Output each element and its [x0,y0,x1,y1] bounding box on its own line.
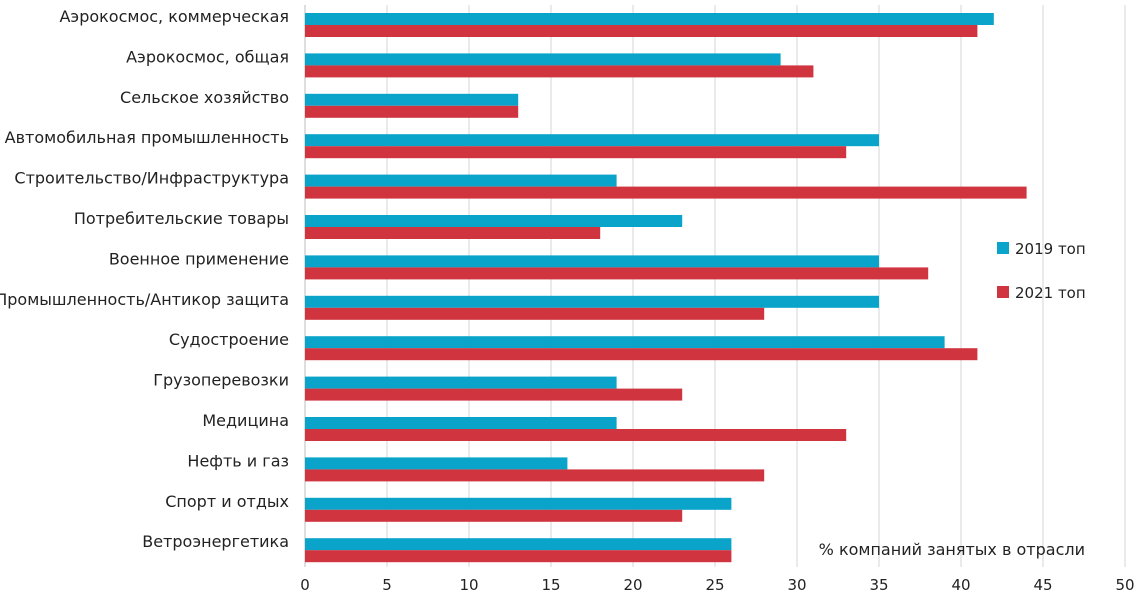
bar-2019 [305,93,519,106]
x-tick-label: 0 [300,576,310,594]
category-label: Нефть и газ [187,451,289,470]
bar-2019 [305,457,568,470]
x-tick-label: 30 [787,576,806,594]
category-label: Промышленность/Антикор защита [0,290,289,309]
x-tick-label: 40 [951,576,970,594]
category-label: Аэрокосмос, общая [126,47,289,66]
x-tick-label: 15 [541,576,560,594]
bar-2021 [305,429,847,441]
bar-2021 [305,227,601,239]
category-label: Автомобильная промышленность [5,128,289,147]
legend-label-2021: 2021 топ [1015,284,1086,302]
bar-2019 [305,134,879,147]
legend-swatch-2021 [997,286,1009,298]
bar-2019 [305,255,879,268]
bar-2021 [305,469,765,482]
legend: 2019 топ 2021 топ [997,240,1086,302]
category-label: Медицина [202,411,289,430]
category-label: Грузоперевозки [153,371,289,390]
bar-2019 [305,174,617,187]
bars [305,13,1027,563]
category-label: Ветроэнергетика [142,532,289,551]
bar-2021 [305,186,1027,199]
x-tick-label: 5 [382,576,392,594]
x-tick-label: 50 [1115,576,1134,594]
bar-2019 [305,376,617,389]
bar-2021 [305,65,814,78]
bar-2021 [305,348,978,361]
x-tick-label: 35 [869,576,888,594]
x-tick-label: 25 [705,576,724,594]
legend-swatch-2019 [997,242,1009,254]
bar-2019 [305,13,994,25]
bar-2021 [305,550,732,563]
bar-2021 [305,146,847,159]
bar-2019 [305,53,781,66]
bar-2019 [305,295,879,308]
category-label: Военное применение [109,249,289,268]
category-label: Потребительские товары [74,209,289,228]
category-label: Строительство/Инфраструктура [14,169,289,188]
bar-2019 [305,538,732,551]
category-label: Спорт и отдых [165,492,289,511]
bar-2019 [305,336,945,349]
x-axis-title: % компаний занятых в отрасли [819,540,1085,559]
x-tick-label: 45 [1033,576,1052,594]
x-tick-labels: 0 5 10 15 20 25 30 35 40 45 50 [300,576,1134,594]
category-label: Аэрокосмос, коммерческая [59,7,289,26]
x-tick-label: 20 [623,576,642,594]
bar-2021 [305,105,519,118]
legend-label-2019: 2019 топ [1015,240,1086,258]
bar-2019 [305,215,683,227]
bar-2021 [305,307,765,320]
bar-2021 [305,267,929,280]
bar-2019 [305,497,732,510]
category-label: Сельское хозяйство [120,88,289,107]
category-labels: Аэрокосмос, коммерческая Аэрокосмос, обща… [0,7,289,551]
category-label: Судостроение [169,330,289,349]
bar-2021 [305,25,978,37]
x-tick-label: 10 [459,576,478,594]
bar-2021 [305,509,683,522]
bar-2019 [305,417,617,429]
bar-2021 [305,388,683,401]
